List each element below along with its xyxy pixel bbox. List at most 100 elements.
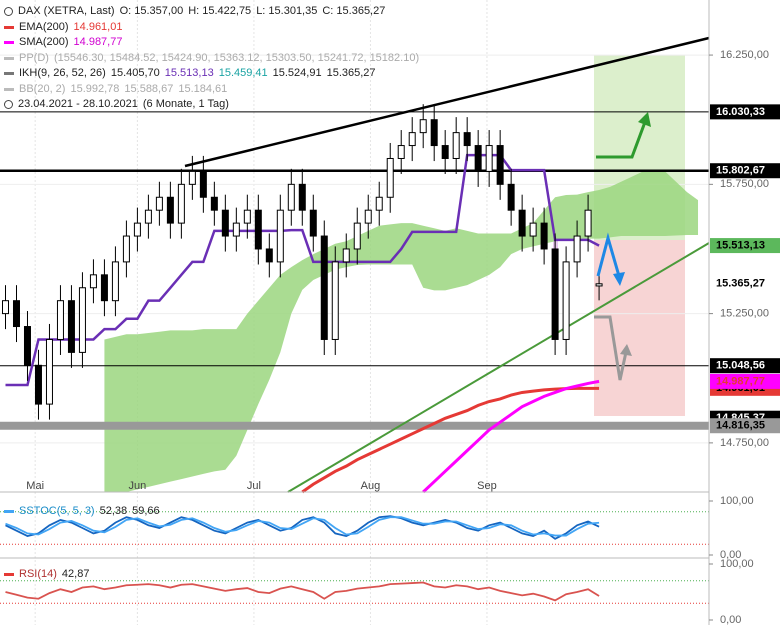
x-tick-label: Jun — [129, 480, 147, 492]
legend-text: 15.513,13 — [164, 67, 214, 79]
ichimoku-cloud — [104, 170, 699, 492]
x-tick-label: Aug — [361, 480, 381, 492]
legend-text: 15.992,78 — [70, 82, 120, 95]
legend: SSTOC(5, 5, 3) 52,38 59,66 — [4, 504, 165, 520]
legend-text: 59,66 — [132, 505, 160, 517]
x-tick-label: Mai — [26, 480, 44, 492]
y-tick-label: 15.250,00 — [720, 308, 769, 320]
legend-text: 42,87 — [61, 568, 90, 580]
arrow-down — [596, 232, 621, 277]
candle-body — [562, 261, 570, 340]
candle-body — [1, 300, 9, 315]
candle-body — [342, 248, 350, 263]
price-tag-label: 15.802,67 — [716, 165, 765, 177]
indicator-line — [5, 516, 600, 537]
price-tag-label: 15.513,13 — [716, 239, 765, 251]
legend-text: 52,38 — [99, 505, 128, 517]
legend-text: L: 15.301,35 — [256, 5, 318, 17]
price-tag-label: 16.030,33 — [716, 106, 765, 118]
candle-body — [551, 248, 559, 340]
candle-body — [595, 283, 603, 287]
candle-body — [89, 274, 97, 289]
legend-text: 15.365,27 — [326, 67, 376, 79]
candle-body — [386, 157, 394, 198]
price-tag — [710, 104, 780, 120]
candle-body — [56, 300, 64, 340]
legend-row: 23.04.2021 - 28.10.2021 (6 Monate, 1 Tag) — [4, 97, 424, 113]
y-tick-label: 16.250,00 — [720, 49, 769, 61]
legend-marker — [4, 573, 14, 577]
legend-row: IKH(9, 26, 52, 26) 15.405,70 15.513,13 15.4… — [4, 66, 424, 82]
price-tag — [710, 373, 780, 389]
y-tick-label: 0,00 — [720, 614, 741, 625]
arrow-head — [638, 112, 651, 127]
candle-body — [34, 364, 42, 405]
arrow-scenario — [594, 315, 628, 381]
legend-marker — [4, 56, 14, 60]
moving-average — [301, 386, 600, 494]
legend-marker — [4, 510, 14, 514]
candle-body — [210, 196, 218, 211]
legend-text: (15546.30, 15484.52, 15424.90, 15363.12,… — [53, 51, 420, 64]
legend-row: BB(20, 2) 15.992,78 15.588,67 15.184,61 — [4, 82, 424, 98]
indicator-line — [5, 515, 600, 540]
candle-body — [309, 209, 317, 237]
candle-body — [12, 300, 20, 328]
legend-text: 23.04.2021 - 28.10.2021 — [18, 98, 138, 110]
legend-text: (6 Monate, 1 Tag) — [142, 98, 229, 110]
legend-row: SSTOC(5, 5, 3) 52,38 59,66 — [4, 504, 165, 520]
candle-body — [441, 145, 449, 159]
candle-body — [364, 209, 372, 224]
candle-body — [430, 119, 438, 147]
legend-text: PP(D) — [19, 51, 49, 64]
candle-body — [177, 183, 185, 224]
candle-body — [584, 209, 592, 237]
legend: DAX (XETRA, Last) O: 15.357,00 H: 15.422,7… — [4, 4, 424, 113]
price-tag-label: 15.048,56 — [716, 360, 765, 372]
legend-row: RSI(14) 42,87 — [4, 567, 94, 583]
x-tick-label: Sep — [477, 480, 497, 492]
arrow-up — [596, 121, 647, 159]
indicator-line — [5, 581, 600, 602]
legend-text: 14.961,01 — [73, 20, 123, 33]
arrow-head — [620, 344, 632, 356]
legend-text: 15.588,67 — [124, 82, 174, 95]
legend-marker — [4, 7, 13, 17]
legend-text: DAX (XETRA, Last) — [18, 5, 115, 17]
legend-marker — [4, 41, 14, 45]
price-tag — [710, 163, 780, 179]
candle-body — [529, 222, 537, 237]
legend-text: 15.405,70 — [110, 67, 160, 79]
candle-body — [540, 222, 548, 250]
legend-text: H: 15.422,75 — [188, 5, 252, 17]
legend-text: 15.524,91 — [272, 67, 322, 79]
candle-body — [298, 183, 306, 211]
candle-body — [452, 132, 460, 159]
candle-body — [100, 274, 108, 302]
candle-body — [144, 209, 152, 224]
legend-text: SMA(200) — [19, 36, 69, 48]
price-tag-label: 14.987,77 — [716, 375, 765, 387]
legend-marker — [4, 87, 14, 91]
candle-body — [353, 222, 361, 250]
candle-body — [419, 119, 427, 134]
candle-body — [485, 145, 493, 172]
price-tag — [710, 238, 780, 254]
y-tick-label: 14.750,00 — [720, 437, 769, 449]
x-tick-label: Jul — [247, 480, 261, 492]
candle-body — [276, 209, 284, 263]
trend-line-upper — [184, 36, 710, 168]
candle-body — [78, 287, 86, 353]
candle-body — [265, 248, 273, 263]
candle-body — [166, 196, 174, 224]
candle-body — [45, 338, 53, 405]
candle-body — [496, 145, 504, 185]
legend-text: RSI(14) — [19, 568, 57, 580]
candle-body — [232, 222, 240, 237]
candle-body — [573, 235, 581, 263]
price-tag — [710, 418, 780, 434]
y-tick-label: 100,00 — [720, 495, 754, 507]
candle-body — [23, 326, 31, 366]
candle-body — [287, 183, 295, 211]
